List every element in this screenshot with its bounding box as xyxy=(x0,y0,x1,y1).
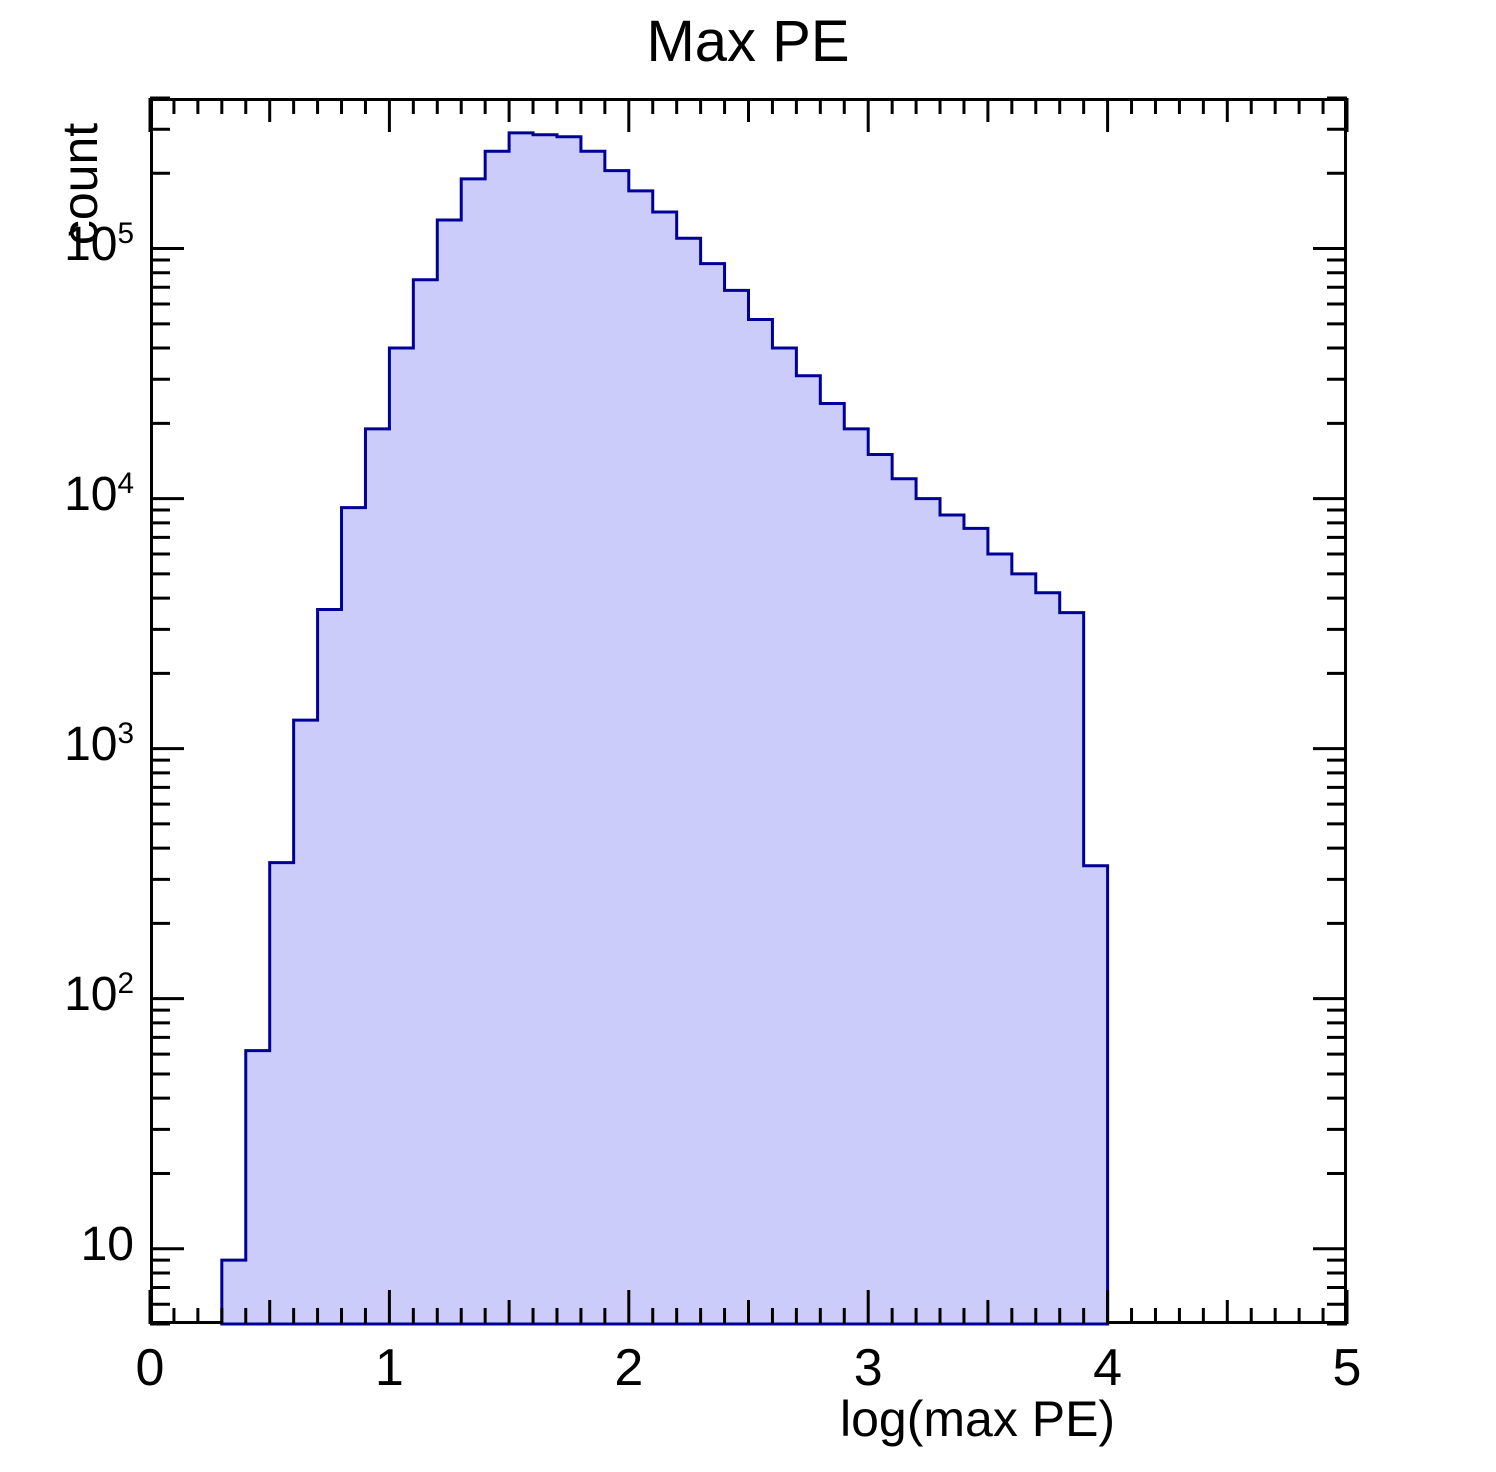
chart-title: Max PE xyxy=(646,9,850,74)
y-tick-label: 103 xyxy=(64,716,134,771)
x-axis-ticks xyxy=(148,98,1349,1324)
y-tick-label: 105 xyxy=(64,216,134,271)
x-tick-label: 1 xyxy=(374,1339,404,1397)
y-axis-ticks xyxy=(150,96,1347,1326)
x-tick-label: 4 xyxy=(1093,1339,1123,1397)
x-tick-label: 5 xyxy=(1332,1339,1362,1397)
x-axis-label: log(max PE) xyxy=(840,1391,1116,1447)
y-tick-label: 10 xyxy=(80,1217,134,1271)
y-tick-label: 102 xyxy=(64,966,134,1021)
x-tick-label: 0 xyxy=(135,1339,165,1397)
x-tick-label: 2 xyxy=(614,1339,644,1397)
x-tick-label: 3 xyxy=(853,1339,883,1397)
y-tick-label: 104 xyxy=(64,466,134,521)
histogram-series xyxy=(220,131,1110,1326)
